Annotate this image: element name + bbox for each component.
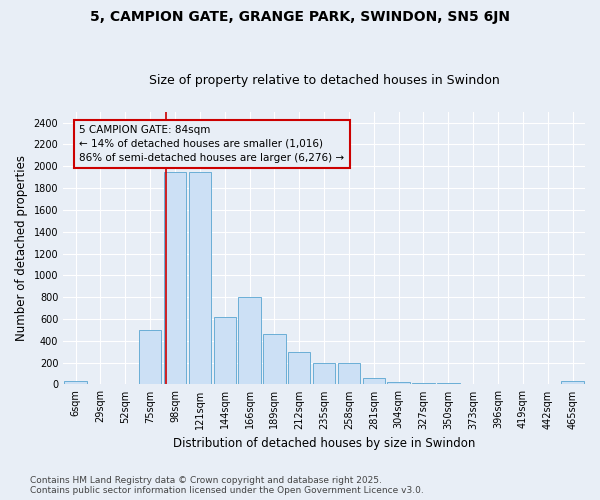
Bar	[313, 363, 335, 384]
Text: Contains HM Land Registry data © Crown copyright and database right 2025.
Contai: Contains HM Land Registry data © Crown c…	[30, 476, 424, 495]
Bar	[562, 382, 584, 384]
Title: Size of property relative to detached houses in Swindon: Size of property relative to detached ho…	[149, 74, 499, 87]
Bar	[64, 381, 87, 384]
Bar	[188, 172, 211, 384]
Bar	[288, 352, 310, 384]
Bar	[164, 172, 186, 384]
Bar	[263, 334, 286, 384]
Text: 5, CAMPION GATE, GRANGE PARK, SWINDON, SN5 6JN: 5, CAMPION GATE, GRANGE PARK, SWINDON, S…	[90, 10, 510, 24]
Bar	[214, 317, 236, 384]
Y-axis label: Number of detached properties: Number of detached properties	[15, 155, 28, 341]
Bar	[139, 330, 161, 384]
Bar	[412, 383, 434, 384]
Bar	[388, 382, 410, 384]
Bar	[238, 297, 261, 384]
Bar	[338, 363, 360, 384]
X-axis label: Distribution of detached houses by size in Swindon: Distribution of detached houses by size …	[173, 437, 475, 450]
Text: 5 CAMPION GATE: 84sqm
← 14% of detached houses are smaller (1,016)
86% of semi-d: 5 CAMPION GATE: 84sqm ← 14% of detached …	[79, 125, 344, 163]
Bar	[362, 378, 385, 384]
